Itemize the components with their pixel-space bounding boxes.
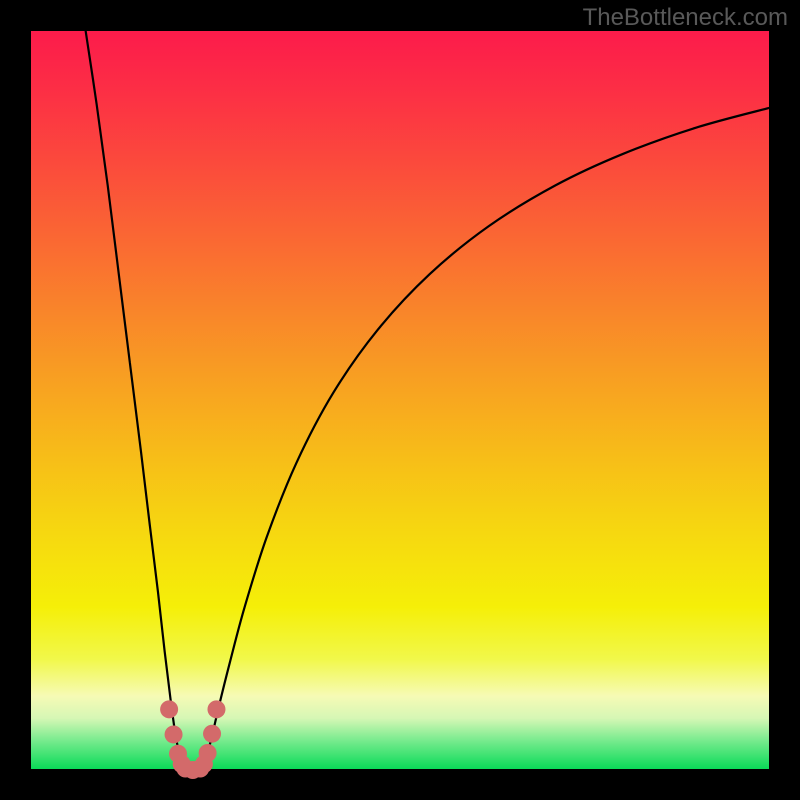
scatter-point [199, 744, 217, 762]
watermark-text: TheBottleneck.com [583, 4, 788, 32]
figure-root: TheBottleneck.com [0, 0, 800, 800]
bottleneck-chart [0, 0, 800, 800]
scatter-point [165, 725, 183, 743]
scatter-point [160, 700, 178, 718]
scatter-point [207, 700, 225, 718]
scatter-point [203, 725, 221, 743]
